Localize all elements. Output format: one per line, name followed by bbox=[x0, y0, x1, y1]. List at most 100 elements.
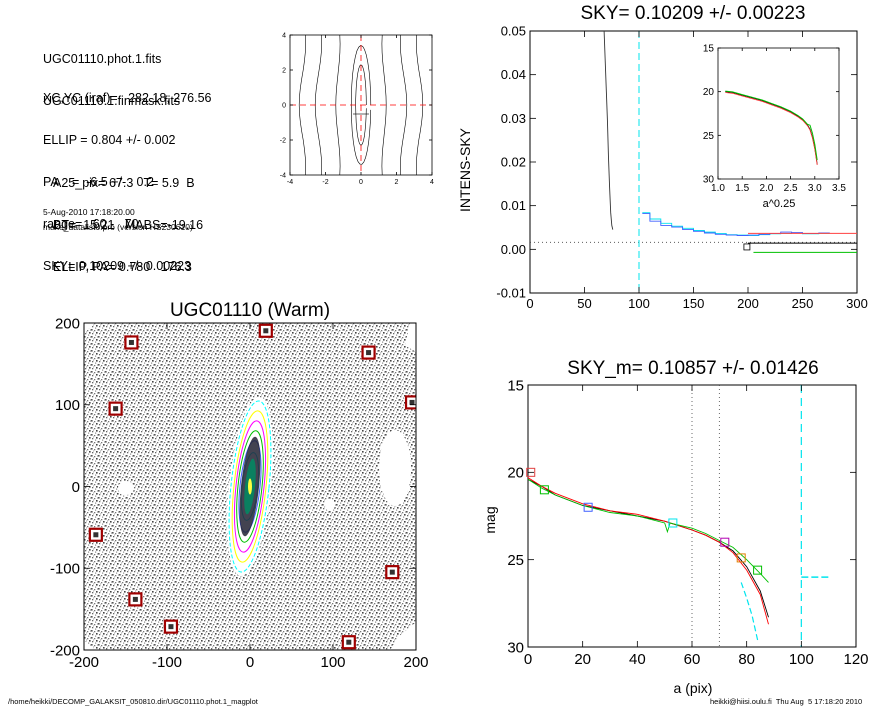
inset-xlabel: a^0.25 bbox=[763, 198, 796, 210]
inset-frame bbox=[717, 47, 840, 180]
y-tick-label: -0.01 bbox=[496, 286, 526, 301]
y-tick-label: 0.03 bbox=[501, 111, 526, 126]
inset-profile bbox=[725, 92, 818, 166]
header-line: BT= 15.21 MABS=-19.16 bbox=[53, 218, 204, 232]
intens-title: SKY= 0.10209 +/- 0.00223 bbox=[580, 3, 805, 24]
mask-box-center bbox=[113, 406, 119, 412]
y-tick-label: 4 bbox=[282, 32, 286, 39]
contour-line bbox=[400, 34, 408, 176]
image-title: UGC01110 (Warm) bbox=[170, 300, 330, 321]
inset-profile bbox=[725, 90, 818, 161]
y-tick-label: 0.02 bbox=[501, 155, 526, 170]
intens-content bbox=[530, 30, 857, 293]
x-tick-label: 2 bbox=[395, 179, 399, 186]
inset-axis: 1.0 1.5 2.0 2.5 3.0 3.5 15 20 25 30 bbox=[703, 44, 847, 195]
x-tick-label: 1.5 bbox=[735, 183, 749, 194]
galaxy-params: A25_pix= 67.3 T= 5.9 B BT= 15.21 MABS=-1… bbox=[53, 148, 203, 288]
header-line: XC,YC (iraf)= 282.18, 276.56 bbox=[43, 91, 212, 105]
header-line: ELLIP, PA= 0.780 176.3 bbox=[53, 260, 192, 274]
isophote-contour bbox=[228, 400, 272, 573]
contour-plot: -4 -2 0 2 4 4 2 0 -2 -4 bbox=[280, 32, 434, 186]
x-tick-label: 0 bbox=[359, 179, 363, 186]
image-axis: -200 -100 0 100 200 200 100 0 -100 -200 bbox=[50, 315, 429, 671]
isophote-contour bbox=[231, 410, 269, 563]
intens-sky-plot: SKY= 0.10209 +/- 0.00223 INTENS-SKY 0 50 1… bbox=[457, 3, 868, 311]
x-tick-label: 300 bbox=[846, 296, 868, 311]
x-tick-label: 2.0 bbox=[759, 183, 773, 194]
header-line: UGC01110.1.finmask.fits bbox=[43, 94, 181, 108]
mask-box-center bbox=[366, 350, 372, 356]
x-tick-label: 100 bbox=[789, 651, 814, 668]
header-line: A25_pix= 67.3 T= 5.9 B bbox=[53, 176, 195, 190]
x-tick-label: 100 bbox=[320, 654, 345, 671]
mask-box-center bbox=[93, 532, 99, 538]
mag-xlabel: a (pix) bbox=[674, 680, 713, 696]
y-tick-label: -4 bbox=[280, 172, 286, 179]
residual-step bbox=[642, 212, 830, 236]
footer-path: /home/heikki/DECOMP_GALAKSIT_050810.dir/… bbox=[8, 697, 258, 706]
x-tick-label: -200 bbox=[69, 654, 99, 671]
x-tick-label: 0 bbox=[246, 654, 254, 671]
y-tick-label: 0 bbox=[282, 102, 286, 109]
header-line: range= 60.- 70. bbox=[43, 217, 143, 231]
program-version: make_datalist0.pro (version HS230610) bbox=[43, 222, 193, 232]
mag-axis: 0 20 40 60 80 100 120 15 20 25 30 bbox=[507, 377, 868, 668]
y-tick-label: 2 bbox=[282, 67, 286, 74]
masked-region bbox=[379, 430, 411, 506]
galaxy-ellipses bbox=[227, 396, 273, 577]
x-tick-label: 250 bbox=[792, 296, 814, 311]
header-line: SKY= 0.10209 +/- 0.00223 bbox=[43, 259, 192, 273]
y-tick-label: -2 bbox=[280, 137, 286, 144]
mag-marker bbox=[583, 502, 593, 512]
intens-ylabel: INTENS-SKY bbox=[457, 127, 473, 212]
inset-content bbox=[725, 90, 818, 166]
mag-marker bbox=[736, 553, 746, 563]
y-tick-label: 100 bbox=[55, 397, 80, 414]
x-tick-label: -100 bbox=[152, 654, 182, 671]
contour-lines bbox=[290, 34, 432, 176]
residual-step bbox=[642, 213, 830, 236]
mag-profile-plot: SKY_m= 0.10857 +/- 0.01426 mag a (pix) 0… bbox=[482, 358, 869, 696]
mag-marker bbox=[526, 467, 536, 477]
header-line: UGC01110.phot.1.fits bbox=[43, 52, 162, 66]
contour-line bbox=[335, 34, 341, 176]
y-tick-label: -100 bbox=[50, 561, 80, 578]
x-tick-label: 3.0 bbox=[808, 183, 822, 194]
x-tick-label: 50 bbox=[577, 296, 591, 311]
y-tick-label: -200 bbox=[50, 642, 80, 659]
mag-series bbox=[527, 477, 769, 625]
x-tick-label: 80 bbox=[738, 651, 755, 668]
mask-box-center bbox=[168, 624, 174, 630]
y-tick-label: 20 bbox=[703, 87, 715, 98]
mag-marker bbox=[668, 518, 678, 528]
mag-series bbox=[527, 478, 769, 583]
x-tick-label: 4 bbox=[430, 179, 434, 186]
contour-line bbox=[298, 34, 306, 176]
x-tick-label: 200 bbox=[403, 654, 428, 671]
x-tick-label: 150 bbox=[683, 296, 705, 311]
mask-box-center bbox=[128, 339, 134, 345]
mask-box-center bbox=[409, 399, 415, 405]
mag-marker bbox=[720, 537, 730, 547]
mag-frame bbox=[527, 384, 857, 648]
sky-marker bbox=[743, 243, 751, 251]
intens-axis: 0 50 100 150 200 250 300 0.05 0.04 0.03 0.02 0.01 0.… bbox=[496, 24, 867, 311]
mag-marker bbox=[539, 485, 549, 495]
y-tick-label: 25 bbox=[703, 131, 715, 142]
fit-params: XC,YC (iraf)= 282.18, 276.56 ELLIP = 0.8… bbox=[43, 63, 212, 287]
galaxy-nucleus bbox=[248, 478, 252, 495]
y-tick-label: 0.01 bbox=[501, 198, 526, 213]
contour-line bbox=[381, 34, 387, 176]
mag-series bbox=[740, 582, 759, 641]
mask-box-center bbox=[263, 328, 269, 334]
y-tick-label: 15 bbox=[507, 377, 524, 394]
x-tick-label: 120 bbox=[843, 651, 868, 668]
y-tick-label: 200 bbox=[55, 315, 80, 332]
y-tick-label: 0 bbox=[72, 479, 80, 496]
mag-marker bbox=[753, 565, 763, 575]
x-tick-label: 200 bbox=[737, 296, 759, 311]
masked-region bbox=[118, 481, 134, 495]
y-tick-label: 30 bbox=[703, 175, 715, 186]
